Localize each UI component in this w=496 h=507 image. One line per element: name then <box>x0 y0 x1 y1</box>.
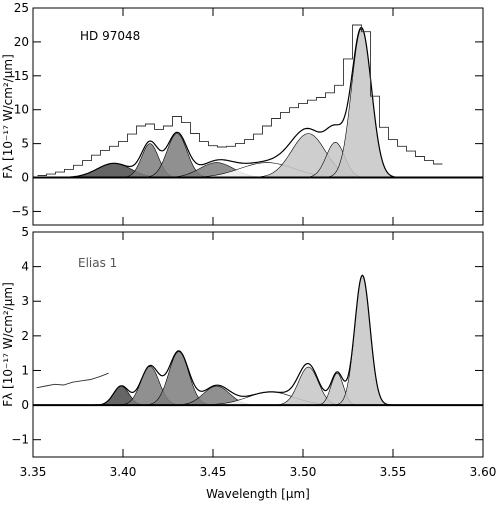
y-tick-label: 2 <box>21 329 29 343</box>
x-tick-label: 3.60 <box>470 465 496 479</box>
y-tick-label: 3 <box>21 294 29 308</box>
y-tick-label: 1 <box>21 363 29 377</box>
x-tick-label: 3.55 <box>380 465 407 479</box>
y-tick-label: 25 <box>14 1 29 15</box>
model-sum-line <box>33 274 483 406</box>
y-tick-label: 5 <box>21 137 29 151</box>
y-axis-label: Fλ [10⁻¹⁷ W/cm²/µm] <box>1 282 15 407</box>
panel-elias1: −1 0 1 2 3 4 5 Elias 1 Fλ [10⁻¹⁷ W/cm²/µm] <box>1 225 484 458</box>
x-axis: 3.35 3.40 3.45 3.50 3.55 3.60 <box>20 465 496 479</box>
y-tick-label: 15 <box>14 69 29 83</box>
y-tick-label: 0 <box>21 398 29 412</box>
y-tick-label: 4 <box>21 260 29 274</box>
x-axis-label: Wavelength [µm] <box>206 487 310 501</box>
panel-hd97048: −5 0 5 10 15 20 25 HD 97048 Fλ [10⁻¹⁷ W/cm²/µm] <box>1 1 484 226</box>
y-axis-label: Fλ [10⁻¹⁷ W/cm²/µm] <box>1 54 15 179</box>
model-sum-line <box>33 26 483 179</box>
panel-frame <box>32 7 484 226</box>
y-tick-label: 5 <box>21 225 29 239</box>
y-tick-label: 0 <box>21 171 29 185</box>
panel-frame <box>32 231 484 458</box>
x-tick-label: 3.50 <box>290 465 317 479</box>
x-tick-label: 3.35 <box>20 465 47 479</box>
object-name: Elias 1 <box>78 256 117 270</box>
x-tick-label: 3.45 <box>200 465 227 479</box>
y-tick-label: 20 <box>14 35 29 49</box>
observed-spectrum <box>37 24 443 176</box>
y-tick-label: 10 <box>14 103 29 117</box>
object-name: HD 97048 <box>80 29 140 43</box>
y-tick-label: −1 <box>11 433 29 447</box>
observed-spectrum <box>36 372 109 389</box>
component-8 <box>308 274 417 406</box>
x-tick-label: 3.40 <box>110 465 137 479</box>
y-tick-label: −5 <box>11 204 29 218</box>
